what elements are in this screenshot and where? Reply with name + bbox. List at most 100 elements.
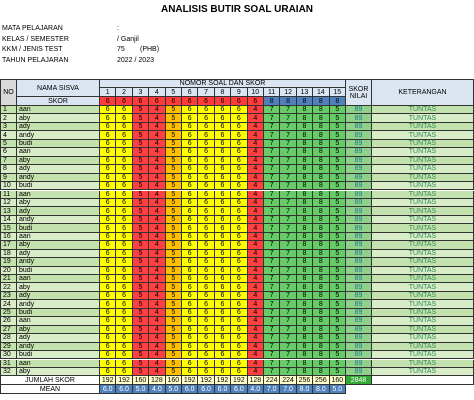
score-cell: 5 <box>165 266 182 275</box>
score-cell: 6 <box>198 258 215 267</box>
score-cell: 7 <box>280 173 297 183</box>
score-cell: 6 <box>231 198 248 208</box>
student-name: aan <box>17 106 100 115</box>
sum-cell: 192 <box>231 376 248 386</box>
score-cell: 6 <box>116 241 133 250</box>
student-name: budi <box>17 351 100 360</box>
score-cell: 4 <box>149 182 166 191</box>
score-cell: 6 <box>231 342 248 352</box>
question-number: 10 <box>247 88 264 97</box>
remark: TUNTAS <box>372 266 474 275</box>
score-cell: 4 <box>149 351 166 360</box>
score-cell: 7 <box>280 106 297 115</box>
score-cell: 8 <box>296 139 314 149</box>
mean-cell: 7.0 <box>280 385 297 395</box>
score-cell: 7 <box>264 122 281 132</box>
score-cell: 6 <box>198 139 215 149</box>
score-cell: 6 <box>214 215 232 225</box>
row-no: 8 <box>0 165 17 174</box>
score-cell: 5 <box>165 224 182 233</box>
score-cell: 6 <box>116 359 133 368</box>
question-number: 8 <box>214 88 232 97</box>
max-score: 8 <box>264 97 281 106</box>
total-score: 89 <box>346 359 372 368</box>
score-cell: 6 <box>231 173 248 183</box>
score-cell: 4 <box>149 156 166 166</box>
student-name: budi <box>17 224 100 233</box>
score-cell: 8 <box>313 139 330 149</box>
sum-total: 2848 <box>346 376 372 386</box>
score-cell: 6 <box>198 190 215 199</box>
score-cell: 4 <box>247 106 264 115</box>
score-cell: 7 <box>264 173 281 183</box>
score-cell: 8 <box>296 207 314 216</box>
score-cell: 8 <box>296 232 314 242</box>
score-cell: 8 <box>313 325 330 335</box>
score-cell: 4 <box>247 334 264 343</box>
score-cell: 6 <box>116 173 133 183</box>
info-label: KELAS / SEMESTER <box>2 35 69 43</box>
score-cell: 6 <box>182 300 199 309</box>
total-score: 89 <box>346 351 372 360</box>
score-cell: 6 <box>214 198 232 208</box>
score-cell: 8 <box>313 342 330 352</box>
score-cell: 5 <box>132 114 150 123</box>
score-cell: 6 <box>231 241 248 250</box>
score-cell: 7 <box>280 334 297 343</box>
score-cell: 6 <box>100 198 117 208</box>
total-score: 89 <box>346 367 372 377</box>
student-name: aby <box>17 241 100 250</box>
score-cell: 6 <box>214 351 232 360</box>
score-cell: 6 <box>116 165 133 174</box>
score-cell: 6 <box>116 300 133 309</box>
score-cell: 4 <box>247 198 264 208</box>
score-cell: 6 <box>231 122 248 132</box>
mean-cell: 8.0 <box>296 385 314 395</box>
score-cell: 8 <box>313 131 330 140</box>
score-cell: 6 <box>100 334 117 343</box>
max-score: 6 <box>182 97 199 106</box>
score-cell: 6 <box>100 190 117 199</box>
score-cell: 6 <box>231 249 248 259</box>
score-cell: 6 <box>182 317 199 326</box>
score-cell: 5 <box>329 224 346 233</box>
total-score: 89 <box>346 334 372 343</box>
score-cell: 7 <box>264 291 281 301</box>
score-cell: 6 <box>100 258 117 267</box>
score-cell: 6 <box>116 198 133 208</box>
remark: TUNTAS <box>372 139 474 149</box>
score-cell: 6 <box>198 367 215 377</box>
total-score: 89 <box>346 266 372 275</box>
score-cell: 7 <box>264 224 281 233</box>
score-cell: 4 <box>247 241 264 250</box>
score-cell: 6 <box>231 325 248 335</box>
row-no: 7 <box>0 156 17 166</box>
total-score: 89 <box>346 275 372 284</box>
score-cell: 7 <box>264 258 281 267</box>
row-no: 12 <box>0 198 17 208</box>
score-cell: 6 <box>116 266 133 275</box>
score-cell: 8 <box>313 359 330 368</box>
score-cell: 6 <box>116 131 133 140</box>
score-cell: 6 <box>231 359 248 368</box>
score-cell: 5 <box>132 334 150 343</box>
score-cell: 6 <box>214 148 232 157</box>
score-cell: 4 <box>149 106 166 115</box>
score-cell: 8 <box>313 224 330 233</box>
score-cell: 6 <box>182 351 199 360</box>
max-score: 8 <box>329 97 346 106</box>
score-cell: 6 <box>116 148 133 157</box>
score-cell: 5 <box>165 207 182 216</box>
score-cell: 8 <box>296 334 314 343</box>
row-no: 4 <box>0 131 17 140</box>
score-cell: 7 <box>264 148 281 157</box>
score-cell: 6 <box>231 334 248 343</box>
total-score: 89 <box>346 300 372 309</box>
score-cell: 6 <box>100 241 117 250</box>
score-cell: 5 <box>165 139 182 149</box>
score-cell: 6 <box>116 122 133 132</box>
score-cell: 7 <box>264 215 281 225</box>
score-cell: 5 <box>132 190 150 199</box>
score-cell: 5 <box>329 342 346 352</box>
score-cell: 8 <box>313 241 330 250</box>
